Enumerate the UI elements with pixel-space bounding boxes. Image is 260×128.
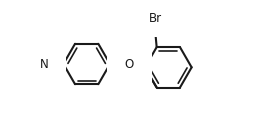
Text: Br: Br [148, 12, 161, 25]
Text: N: N [40, 57, 49, 71]
Text: O: O [125, 57, 134, 71]
